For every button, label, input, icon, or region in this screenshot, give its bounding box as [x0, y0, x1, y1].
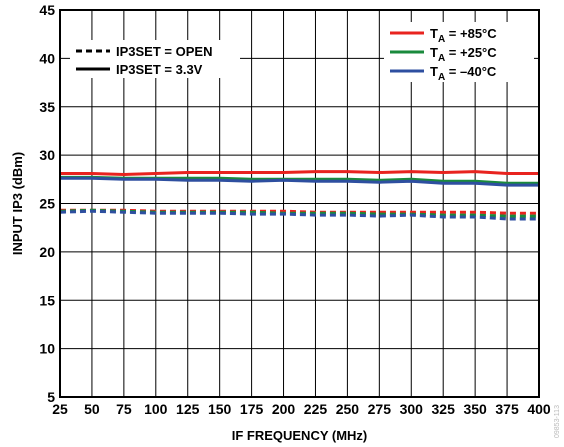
series-line-solid: [60, 176, 539, 187]
style-legend-label: IP3SET = OPEN: [116, 44, 212, 59]
style-legend-background: [70, 40, 240, 78]
style-legend-label: IP3SET = 3.3V: [116, 62, 203, 77]
x-tick-label: 175: [240, 401, 264, 417]
x-tick-label: 325: [432, 401, 456, 417]
y-axis-title: INPUT IP3 (dBm): [10, 152, 25, 255]
figure-id: 09853-113: [554, 405, 561, 438]
y-tick-label: 20: [39, 244, 55, 260]
y-tick-label: 5: [47, 389, 55, 405]
x-tick-label: 125: [176, 401, 200, 417]
y-tick-label: 40: [39, 50, 55, 66]
y-tick-label: 30: [39, 147, 55, 163]
temperature-legend: TA = +85°CTA = +25°CTA = –40°C: [384, 22, 534, 83]
temperature-legend-label: TA = –40°C: [430, 64, 497, 83]
x-tick-label: 375: [495, 401, 519, 417]
y-tick-label: 15: [39, 292, 55, 308]
x-tick-label: 250: [336, 401, 360, 417]
y-tick-label: 25: [39, 196, 55, 212]
x-tick-label: 300: [400, 401, 424, 417]
x-tick-label: 150: [208, 401, 232, 417]
plot-frame: [59, 9, 540, 398]
x-tick-label: 400: [527, 401, 551, 417]
x-tick-label: 225: [304, 401, 328, 417]
x-axis-title: IF FREQUENCY (MHz): [232, 428, 368, 443]
x-tick-label: 75: [116, 401, 132, 417]
style-legend: IP3SET = OPEN IP3SET = 3.3V: [70, 40, 240, 78]
temperature-legend-label: TA = +25°C: [430, 45, 497, 64]
y-tick-label: 45: [39, 2, 55, 18]
x-tick-label: 200: [272, 401, 296, 417]
y-tick-label: 35: [39, 99, 55, 115]
series-group: [59, 170, 539, 221]
x-tick-label: 50: [84, 401, 100, 417]
tick-labels: 25 50 75 100 125 150 175 200 225 250 275 300 325 350 3…: [39, 2, 550, 417]
x-tick-label: 25: [52, 401, 68, 417]
series-line-solid: [60, 170, 539, 176]
temperature-legend-label: TA = +85°C: [430, 26, 497, 45]
y-tick-label: 10: [39, 341, 55, 357]
x-tick-label: 275: [368, 401, 392, 417]
x-tick-label: 350: [463, 401, 487, 417]
x-tick-label: 100: [144, 401, 168, 417]
